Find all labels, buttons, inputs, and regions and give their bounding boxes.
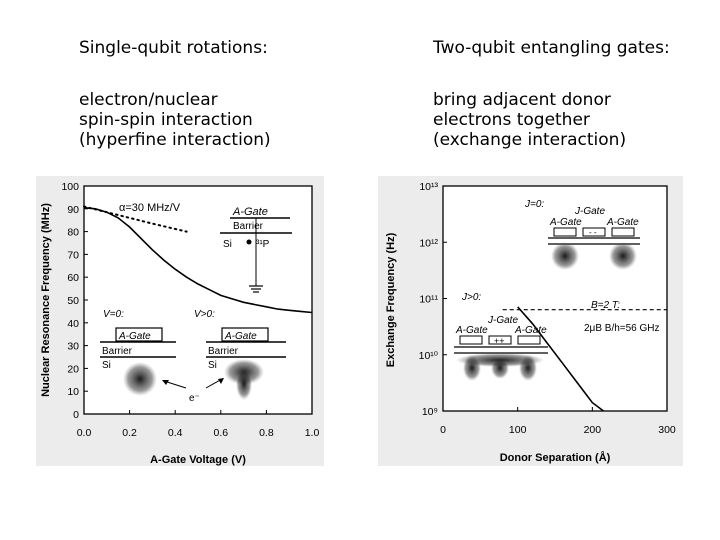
y-tick-label: 0: [73, 409, 79, 421]
plot-area: [83, 185, 313, 415]
right-description: bring adjacent donor electrons together …: [433, 90, 627, 150]
y-tick-label: 10: [67, 386, 79, 398]
y-tick-label: 10⁹: [422, 406, 438, 418]
si-label-v0: Si: [102, 360, 111, 371]
exchange-frequency-chart: 10⁹ 10¹⁰ 10¹¹ 10¹² 10¹³ 0 100 200 300 Exchange …: [385, 181, 676, 464]
x-tick-label: 0.8: [259, 427, 274, 439]
a-gate-label-vgt0: A-Gate: [224, 331, 257, 342]
plus-label: ++: [494, 336, 505, 346]
a-gate-label-bottom-left: A-Gate: [455, 325, 488, 336]
electron-cloud-v0: [123, 362, 157, 396]
j-gate-label-bottom: J-Gate: [487, 315, 518, 326]
x-tick-label: 1.0: [305, 427, 320, 439]
barrier-label-v0: Barrier: [102, 346, 133, 357]
barrier-label-vgt0: Barrier: [208, 346, 239, 357]
series-line-1: [83, 205, 188, 233]
y-tick-label: 10¹³: [419, 181, 438, 193]
y-axis-label: Exchange Frequency (Hz): [385, 232, 397, 367]
y-tick-label: 90: [67, 204, 79, 216]
y-tick-label: 60: [67, 272, 79, 284]
x-axis-label: Donor Separation (Å): [500, 451, 611, 464]
a-gate-label-top-left: A-Gate: [549, 217, 582, 228]
y-tick-label: 20: [67, 363, 79, 375]
y-tick-label: 30: [67, 341, 79, 353]
a-gate-label-v0: A-Gate: [118, 331, 151, 342]
series-line-0: [83, 206, 313, 314]
x-tick-label: 0.4: [168, 427, 183, 439]
right-title: Two-qubit entangling gates:: [433, 38, 670, 58]
x-axis-label: A-Gate Voltage (V): [150, 454, 246, 466]
jgt0-label: J>0:: [461, 292, 481, 303]
x-tick-label: 0.2: [122, 427, 137, 439]
y-tick-label: 50: [67, 295, 79, 307]
barrier-label: Barrier: [233, 221, 264, 232]
exchange-frequency-figure: 10⁹ 10¹⁰ 10¹¹ 10¹² 10¹³ 0 100 200 300 Exchange …: [378, 176, 683, 466]
y-tick-label: 100: [61, 181, 79, 193]
nuclear-resonance-chart: 0 10 20 30 40 50 60 70 80 90 100 0.0 0.2 0.4 0.6 0.8 1.…: [40, 181, 320, 466]
si-label-vgt0: Si: [208, 360, 217, 371]
series-line-0: [517, 306, 604, 412]
electron-label: e⁻: [189, 393, 200, 404]
left-description: electron/nuclear spin-spin interaction (…: [79, 90, 271, 150]
zeeman-label: 2μB B/h=56 GHz: [584, 323, 660, 334]
electron-cloud-left: [551, 242, 579, 270]
x-tick-label: 0: [440, 424, 446, 436]
x-tick-label: 0.6: [213, 427, 228, 439]
plot-area: [442, 185, 668, 412]
b-field-label: B=2 T:: [591, 300, 620, 311]
j0-label: J=0:: [524, 199, 544, 210]
p31-label: ³¹P: [256, 239, 270, 250]
electron-cloud-right: [609, 242, 637, 270]
y-tick-label: 80: [67, 227, 79, 239]
x-tick-label: 0.0: [77, 427, 92, 439]
alpha-annotation: α=30 MHz/V: [119, 202, 181, 214]
x-tick-label: 300: [658, 424, 676, 436]
y-tick-label: 10¹²: [419, 237, 438, 249]
j0-schematic: J=0: J-Gate A-Gate A-Gate - -: [524, 199, 640, 270]
y-tick-label: 40: [67, 318, 79, 330]
x-tick-label: 100: [509, 424, 527, 436]
electron-arrows: e⁻: [162, 378, 224, 404]
y-tick-label: 10¹⁰: [419, 350, 439, 362]
jgt0-schematic: J>0: J-Gate A-Gate A-Gate ++: [454, 292, 548, 381]
gate-schematic-top: A-Gate Barrier Si ³¹P: [220, 206, 292, 293]
a-gate-label: A-Gate: [232, 206, 268, 218]
donor-dot: [246, 239, 252, 245]
left-title: Single-qubit rotations:: [79, 38, 268, 58]
minus-label: - -: [589, 228, 597, 237]
a-gate-label-bottom-right: A-Gate: [514, 325, 547, 336]
v0-label: V=0:: [103, 309, 124, 320]
a-gate-label-top-right: A-Gate: [606, 217, 639, 228]
y-tick-label: 70: [67, 249, 79, 261]
j-gate-label-top: J-Gate: [574, 206, 605, 217]
v0-schematic: V=0: A-Gate Barrier Si: [100, 309, 176, 396]
y-axis-label: Nuclear Resonance Frequency (MHz): [40, 203, 52, 397]
vgt0-schematic: V>0: A-Gate Barrier Si: [194, 309, 286, 400]
vgt0-label: V>0:: [194, 309, 215, 320]
y-tick-label: 10¹¹: [419, 294, 438, 306]
si-label: Si: [223, 239, 232, 250]
nuclear-resonance-figure: 0 10 20 30 40 50 60 70 80 90 100 0.0 0.2 0.4 0.6 0.8 1.…: [36, 176, 324, 466]
x-tick-label: 200: [584, 424, 602, 436]
